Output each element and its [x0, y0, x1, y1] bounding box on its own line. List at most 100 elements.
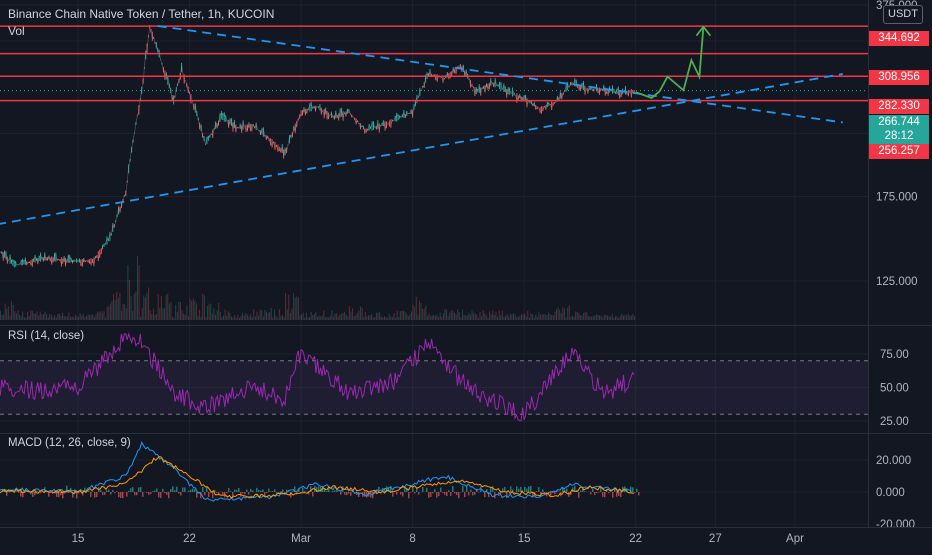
macd-histogram-bar [432, 492, 434, 493]
macd-histogram-bar [484, 492, 486, 497]
volume-bar [597, 315, 598, 320]
volume-bar [83, 314, 84, 320]
volume-bar [491, 314, 492, 320]
volume-bar [588, 316, 589, 320]
volume-bar [443, 313, 444, 320]
macd-histogram-bar [422, 487, 424, 492]
volume-bar [91, 315, 92, 320]
volume-bar [341, 314, 342, 320]
macd-histogram-bar [404, 488, 406, 492]
currency-button[interactable]: USDT [883, 5, 923, 24]
volume-bar [213, 308, 214, 320]
volume-bar [615, 316, 616, 320]
volume-bar [183, 313, 184, 320]
volume-bar [185, 315, 186, 320]
volume-bar [298, 297, 299, 320]
volume-label[interactable]: Vol [8, 24, 25, 38]
macd-histogram-bar [152, 491, 154, 492]
volume-bar [29, 316, 30, 320]
volume-bar [575, 312, 576, 320]
volume-bar [17, 310, 18, 320]
volume-bar [578, 313, 579, 320]
volume-bar [38, 316, 39, 320]
macd-histogram-bar [616, 492, 618, 497]
volume-bar [110, 304, 111, 320]
volume-bar [124, 304, 125, 320]
rsi-tick-label: 75.00 [880, 349, 909, 361]
volume-bar [515, 314, 516, 320]
pane-separator-rsi[interactable] [0, 325, 932, 326]
volume-bar [21, 316, 22, 320]
volume-bar [215, 315, 216, 320]
macd-histogram-bar [488, 492, 490, 497]
volume-bar [371, 314, 372, 320]
volume-bar [487, 318, 488, 320]
macd-histogram-bar [578, 492, 580, 498]
volume-bar [108, 306, 109, 320]
macd-histogram-bar [170, 489, 172, 492]
volume-bar [433, 315, 434, 320]
macd-histogram-bar [248, 492, 250, 495]
volume-bar [363, 317, 364, 320]
volume-bar [86, 316, 87, 320]
volume-bar [494, 315, 495, 320]
volume-bar [507, 314, 508, 320]
volume-bar [331, 310, 332, 320]
symbol-title[interactable]: Binance Chain Native Token / Tether, 1h,… [8, 7, 274, 21]
volume-bar [272, 317, 273, 320]
macd-histogram-bar [580, 490, 582, 492]
macd-histogram-bar [608, 492, 610, 493]
macd-histogram-bar [226, 492, 228, 493]
volume-bar [142, 308, 143, 320]
volume-bar [148, 288, 149, 320]
rsi-label[interactable]: RSI (14, close) [8, 330, 84, 342]
volume-bar [22, 312, 23, 320]
macd-histogram-bar [206, 487, 208, 492]
volume-bar [499, 311, 500, 320]
volume-bar [209, 304, 210, 320]
volume-bar [322, 316, 323, 320]
macd-histogram-bar [222, 492, 224, 495]
macd-histogram-bar [436, 492, 438, 498]
volume-bar [169, 304, 170, 320]
volume-bar [111, 301, 112, 320]
volume-bar [191, 301, 192, 320]
macd-histogram-bar [184, 487, 186, 492]
volume-bar [567, 308, 568, 320]
macd-histogram-bar [428, 492, 430, 498]
macd-label[interactable]: MACD (12, 26, close, 9) [8, 437, 131, 449]
macd-histogram-bar [108, 490, 110, 492]
macd-histogram-bar [36, 491, 38, 492]
macd-histogram-bar [590, 492, 592, 494]
volume-bar [365, 312, 366, 320]
volume-bar [564, 309, 565, 320]
pane-separator-macd[interactable] [0, 433, 932, 434]
volume-bar [180, 302, 181, 320]
volume-bar [475, 314, 476, 320]
macd-histogram-bar [148, 492, 150, 495]
macd-histogram-bar [176, 487, 178, 492]
volume-bar [481, 316, 482, 320]
macd-histogram-bar [94, 492, 96, 498]
macd-histogram-bar [136, 492, 138, 495]
macd-histogram-bar [114, 492, 116, 493]
macd-histogram-bar [618, 492, 620, 496]
volume-bar [626, 315, 627, 320]
volume-bar [448, 316, 449, 320]
volume-bar [437, 315, 438, 320]
macd-histogram-bar [282, 489, 284, 492]
macd-histogram-bar [632, 487, 634, 492]
volume-bar [84, 317, 85, 320]
volume-bar [162, 308, 163, 320]
volume-bar [562, 307, 563, 320]
macd-histogram-bar [40, 492, 42, 493]
volume-bar [566, 318, 567, 320]
volume-bar [94, 317, 95, 320]
volume-bar [569, 305, 570, 320]
volume-bar [292, 309, 293, 320]
volume-bar [80, 313, 81, 320]
volume-bar [629, 316, 630, 320]
volume-bar [81, 316, 82, 320]
volume-bar [370, 315, 371, 320]
